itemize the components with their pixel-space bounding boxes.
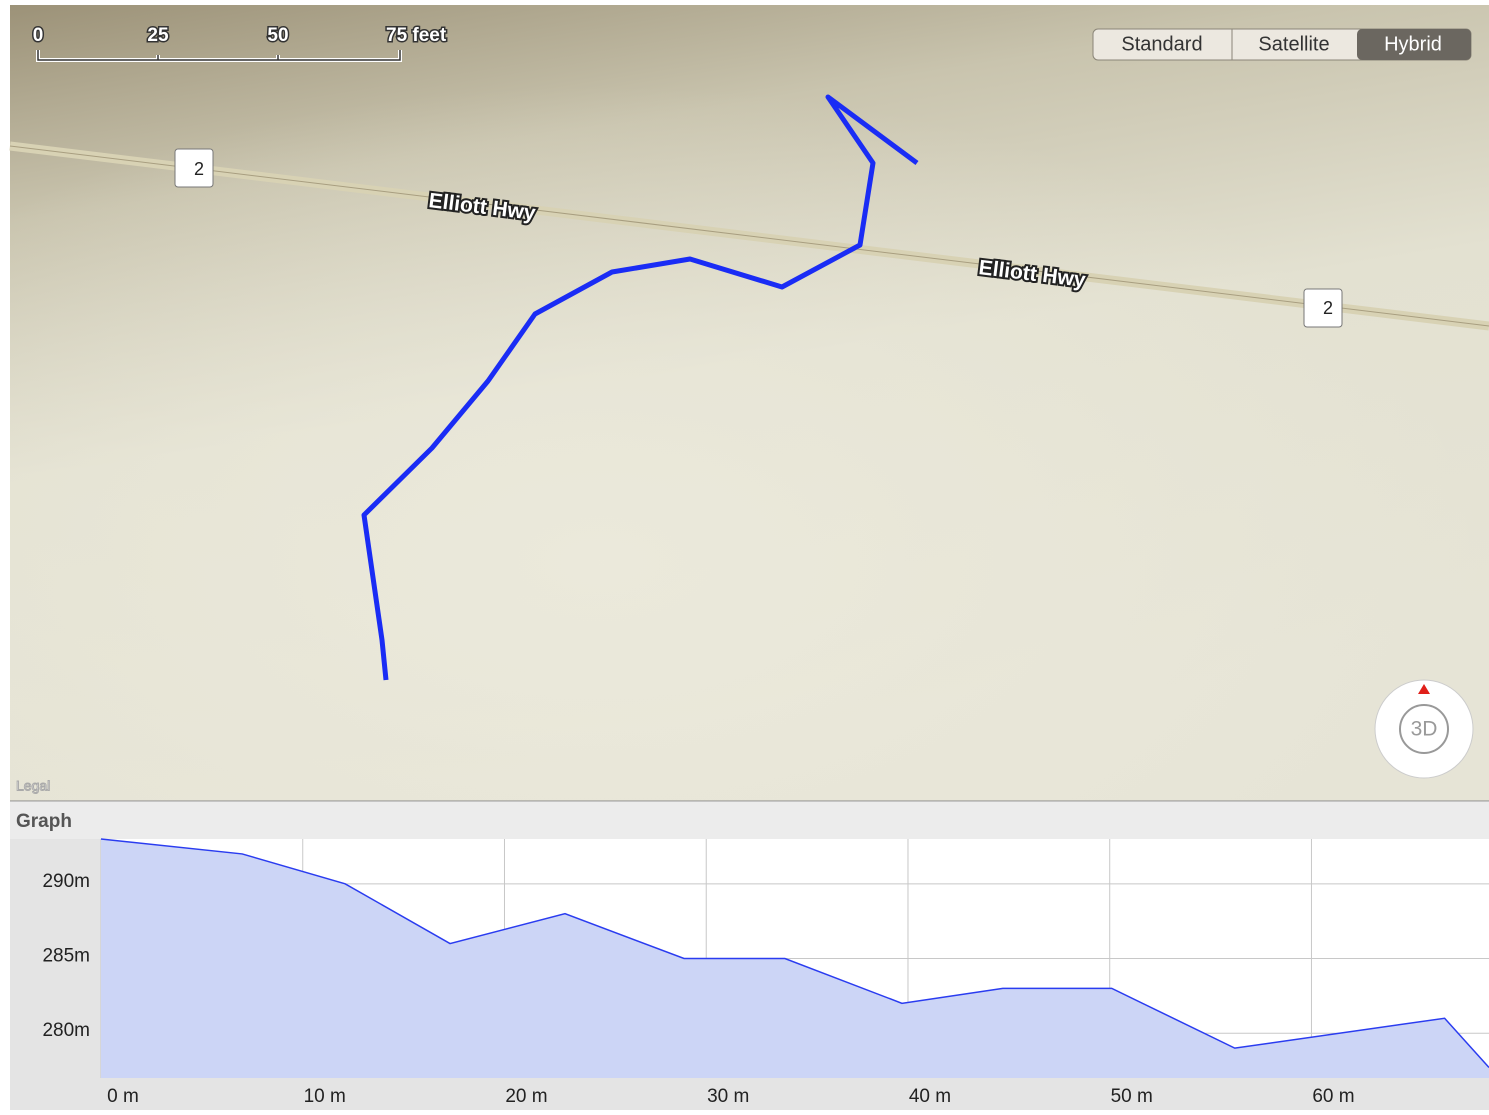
x-tick-label: 10 m bbox=[304, 1086, 346, 1107]
map-type-control: Standard Satellite Hybrid bbox=[1093, 29, 1471, 60]
x-tick-label: 50 m bbox=[1111, 1086, 1153, 1107]
y-tick-label: 290m bbox=[42, 871, 90, 892]
x-tick-label: 30 m bbox=[707, 1086, 749, 1107]
graph-title: Graph bbox=[16, 811, 72, 832]
x-tick-label: 40 m bbox=[909, 1086, 951, 1107]
map-type-button[interactable]: Hybrid bbox=[1384, 33, 1442, 55]
y-tick-label: 285m bbox=[42, 946, 90, 967]
x-tick-label: 0 m bbox=[107, 1086, 139, 1107]
graph-header bbox=[10, 802, 1489, 839]
scale-label: 75 feet bbox=[386, 25, 447, 46]
app-window: 0 25 50 75 feet Standard Satellite Hybri… bbox=[0, 0, 1489, 1110]
x-axis-band bbox=[10, 1078, 1489, 1110]
scale-label: 0 bbox=[33, 25, 44, 46]
map-shade bbox=[10, 5, 1489, 801]
shield-number: 2 bbox=[194, 159, 204, 179]
scale-label: 50 bbox=[267, 25, 288, 46]
y-tick-label: 280m bbox=[42, 1020, 90, 1041]
map-type-button[interactable]: Satellite bbox=[1258, 33, 1329, 55]
compass[interactable]: 3D bbox=[1375, 680, 1473, 778]
x-tick-label: 20 m bbox=[505, 1086, 547, 1107]
page: 0 25 50 75 feet Standard Satellite Hybri… bbox=[0, 0, 1489, 1110]
legal-link[interactable]: Legal bbox=[16, 778, 50, 794]
map[interactable]: 0 25 50 75 feet Standard Satellite Hybri… bbox=[10, 5, 1489, 801]
shield-number: 2 bbox=[1323, 298, 1333, 318]
scale-label: 25 bbox=[147, 25, 169, 46]
compass-label: 3D bbox=[1411, 718, 1438, 741]
map-type-button[interactable]: Standard bbox=[1121, 33, 1202, 55]
x-tick-label: 60 m bbox=[1312, 1086, 1354, 1107]
